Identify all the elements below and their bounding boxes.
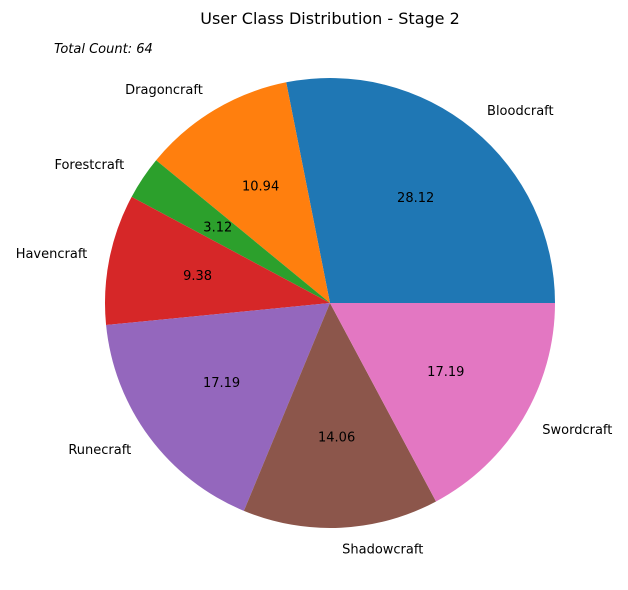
total-count-annotation: Total Count: 64: [54, 42, 153, 57]
category-label-shadowcraft: Shadowcraft: [342, 543, 423, 558]
pie-slice-bloodcraft: [286, 78, 555, 304]
chart-title: User Class Distribution - Stage 2: [200, 9, 460, 28]
pie-slice-havencraft: [105, 196, 331, 326]
value-labels: 28.12 10.94 3.12 9.38 17.19 14.06 17.19: [183, 180, 464, 446]
pie-slice-dragoncraft: [156, 82, 330, 303]
pie-slice-swordcraft: [330, 303, 555, 502]
value-label-bloodcraft: 28.12: [397, 191, 434, 206]
pie-slices: [105, 78, 555, 529]
category-label-forestcraft: Forestcraft: [54, 158, 124, 173]
category-label-runecraft: Runecraft: [68, 443, 131, 458]
category-label-havencraft: Havencraft: [16, 247, 88, 262]
category-label-swordcraft: Swordcraft: [542, 423, 612, 438]
pie-slice-forestcraft: [131, 160, 330, 303]
value-label-shadowcraft: 14.06: [318, 430, 355, 445]
pie-slice-runecraft: [106, 303, 330, 511]
value-label-dragoncraft: 10.94: [242, 180, 279, 195]
category-labels: Bloodcraft Dragoncraft Forestcraft Havencra…: [16, 83, 613, 558]
category-label-dragoncraft: Dragoncraft: [125, 83, 203, 98]
value-label-forestcraft: 3.12: [203, 220, 232, 235]
value-label-swordcraft: 17.19: [427, 365, 464, 380]
value-label-runecraft: 17.19: [203, 376, 240, 391]
value-label-havencraft: 9.38: [183, 269, 212, 284]
pie-slice-shadowcraft: [243, 303, 437, 529]
category-label-bloodcraft: Bloodcraft: [487, 104, 554, 119]
